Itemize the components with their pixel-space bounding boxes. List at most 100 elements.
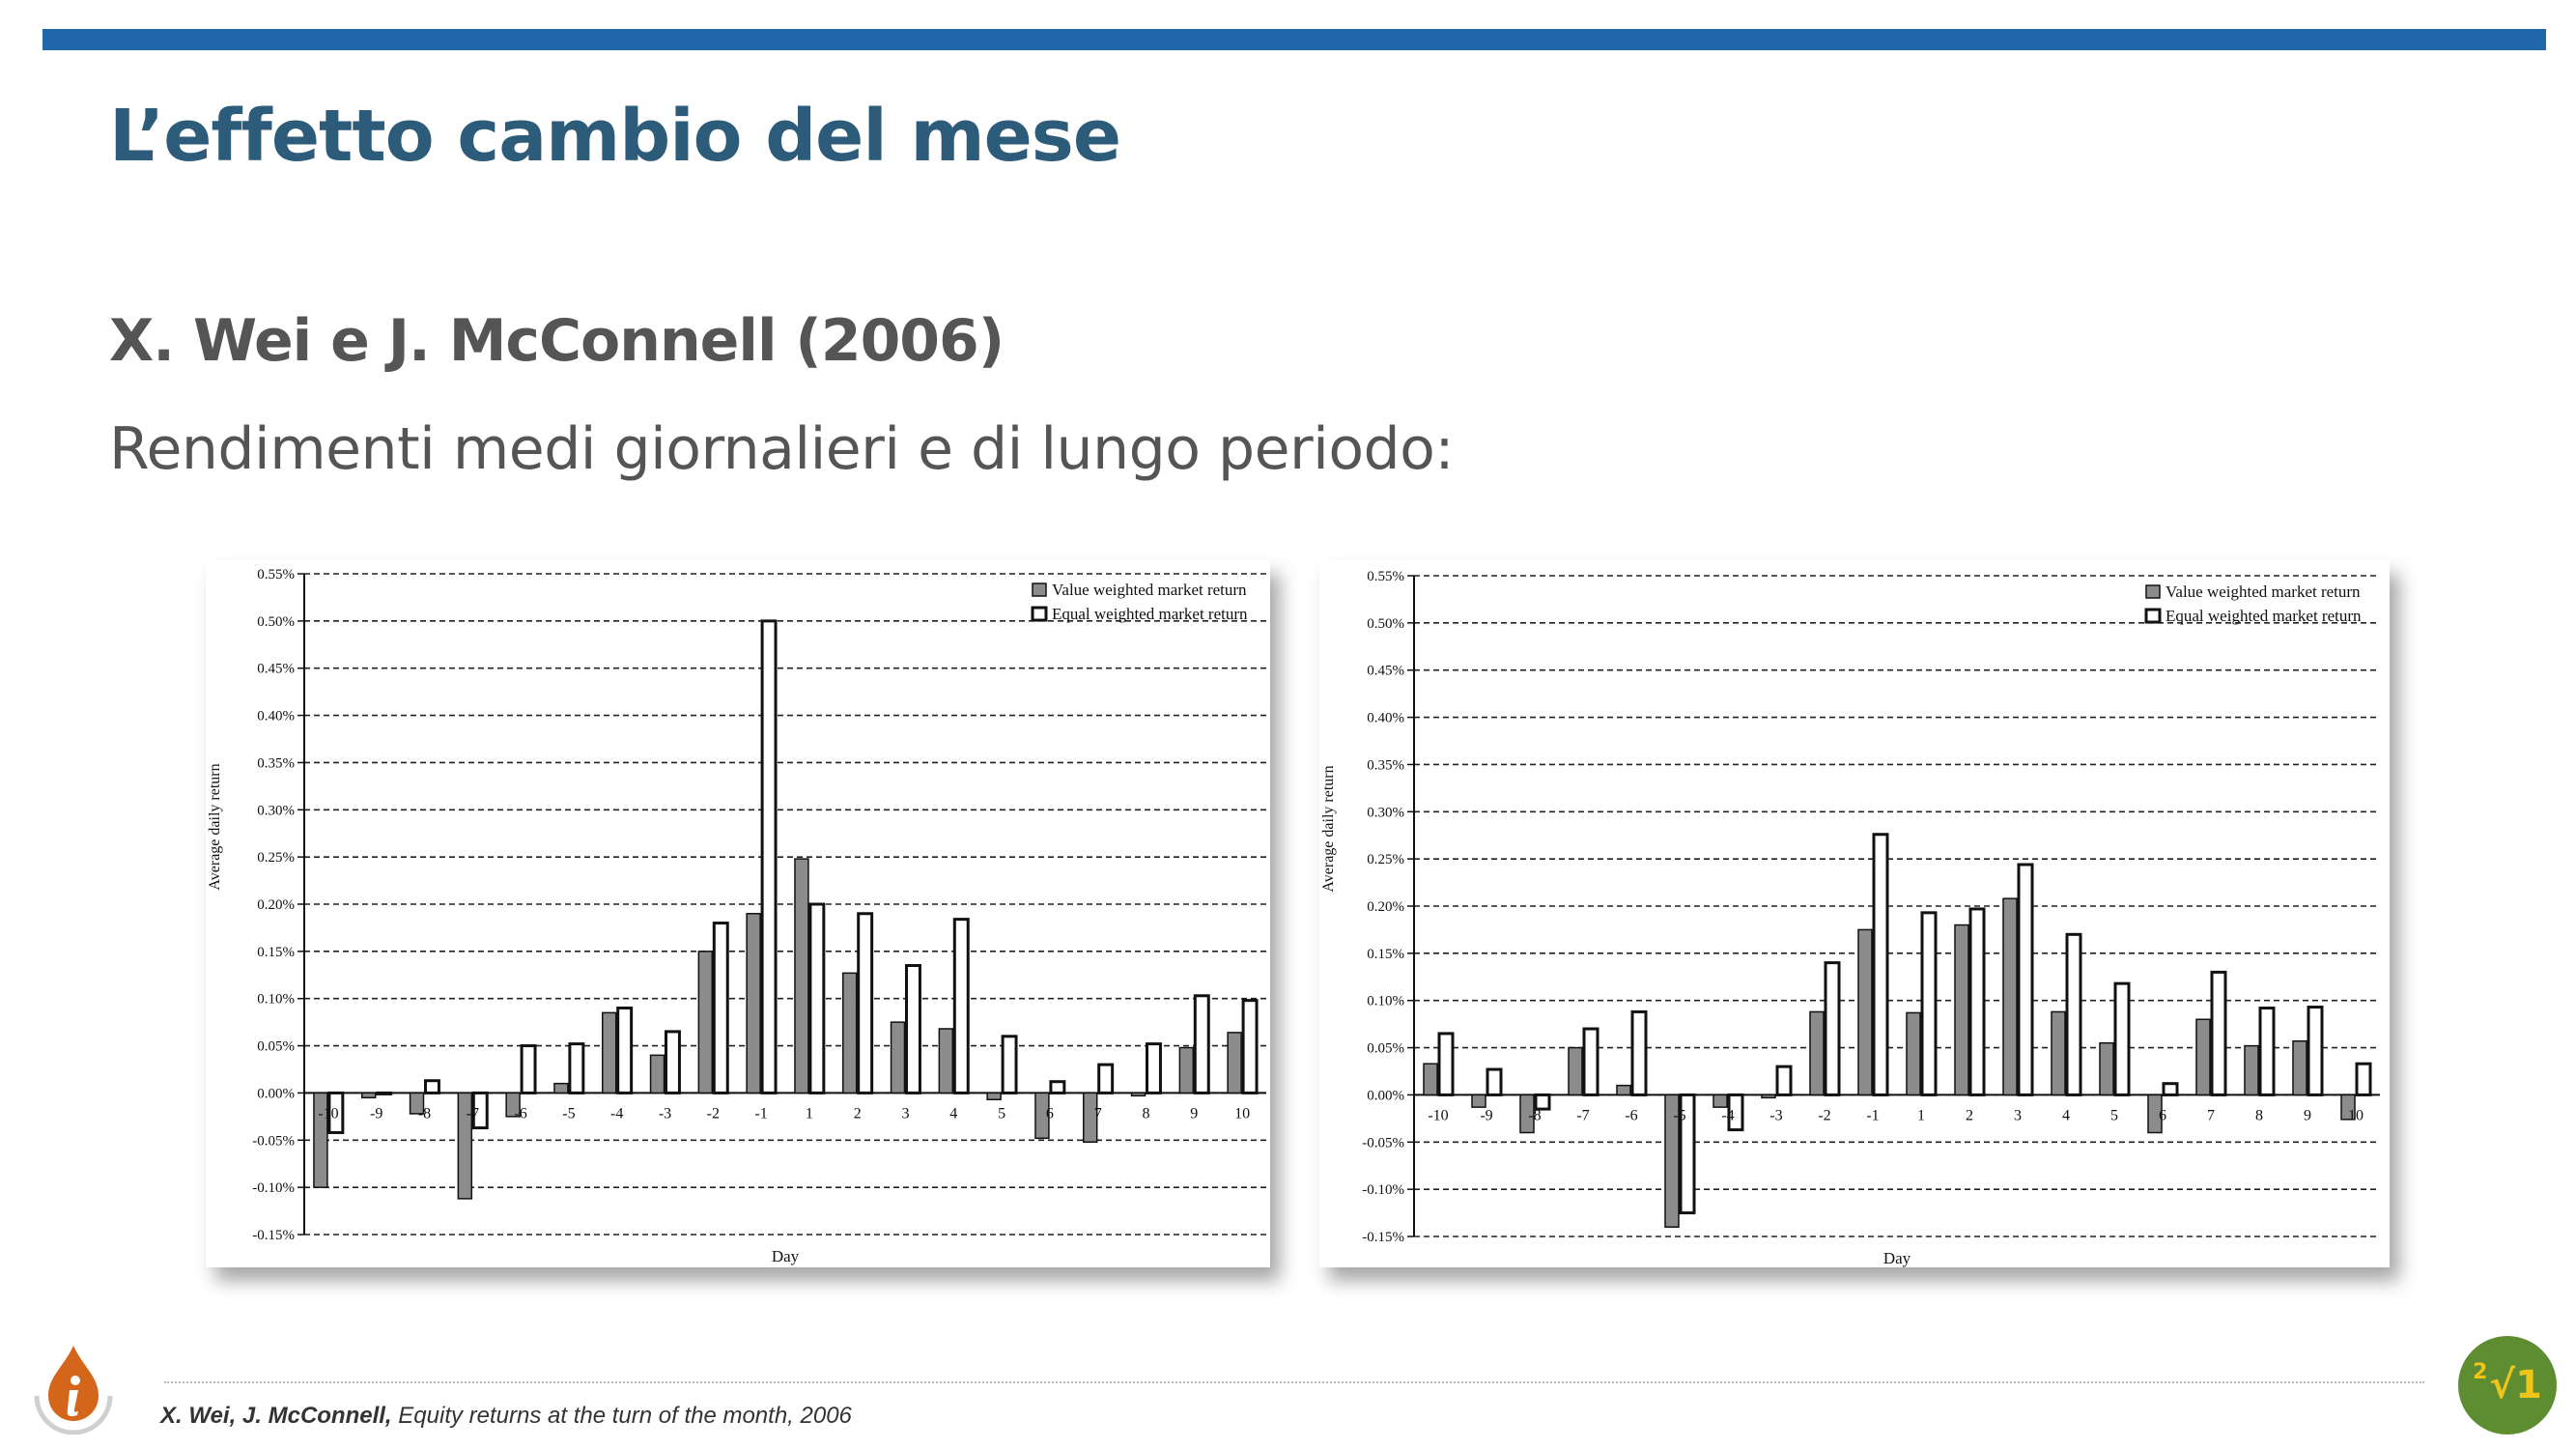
top-accent-bar xyxy=(42,29,2546,50)
legend-label-value: Value weighted market return xyxy=(2166,582,2361,601)
x-tick-label: -4 xyxy=(610,1105,623,1122)
bar-value-weighted xyxy=(1761,1094,1776,1099)
y-tick-label: 0.05% xyxy=(257,1039,295,1055)
bar-equal-weighted xyxy=(1775,1065,1793,1096)
bar-equal-weighted xyxy=(1582,1027,1599,1096)
bar-value-weighted xyxy=(1954,923,1969,1096)
x-tick-label: -8 xyxy=(1528,1107,1541,1123)
x-tick-label: -9 xyxy=(370,1105,382,1122)
bar-equal-weighted xyxy=(327,1091,345,1134)
bar-equal-weighted xyxy=(471,1091,489,1130)
x-tick-label: 9 xyxy=(1190,1105,1198,1122)
y-tick-label: 0.15% xyxy=(257,945,295,960)
y-tick-label: 0.20% xyxy=(257,897,295,913)
bar-equal-weighted xyxy=(1920,911,1938,1096)
bar-chart-left: 0.55% 0.50% 0.45% 0.40% 0.35% 0.30% 0.25% 0.20%… xyxy=(207,567,1266,1265)
bar-equal-weighted xyxy=(905,964,921,1094)
bar-equal-weighted xyxy=(712,922,729,1094)
y-axis-label: Average daily return xyxy=(207,763,223,890)
bar-value-weighted xyxy=(505,1092,521,1118)
bar-value-weighted xyxy=(313,1092,328,1188)
bar-equal-weighted xyxy=(760,619,778,1094)
bar-equal-weighted xyxy=(568,1042,585,1094)
y-tick-label: 0.00% xyxy=(257,1086,295,1101)
bar-value-weighted xyxy=(1664,1094,1680,1228)
x-tick-label: -9 xyxy=(1480,1107,1492,1123)
x-tick-label: 4 xyxy=(2062,1107,2070,1123)
x-tick-label: 8 xyxy=(2255,1107,2263,1123)
x-tick-label: 1 xyxy=(806,1105,813,1122)
bar-equal-weighted xyxy=(1679,1093,1696,1215)
x-tick-label: -5 xyxy=(562,1105,575,1122)
y-tick-label: 0.35% xyxy=(257,755,295,771)
bar-equal-weighted xyxy=(2307,1006,2324,1096)
x-tick-label: 2 xyxy=(854,1105,862,1122)
bar-equal-weighted xyxy=(1872,833,1889,1096)
bar-value-weighted xyxy=(1519,1094,1535,1134)
bar-value-weighted xyxy=(1809,1010,1825,1096)
x-tick-label: 6 xyxy=(1046,1105,1054,1122)
math-logo-exponent: 2 xyxy=(2473,1359,2488,1384)
y-tick-label: 0.15% xyxy=(1367,947,1404,962)
x-tick-label: -4 xyxy=(1721,1107,1734,1123)
bar-value-weighted xyxy=(2099,1041,2114,1096)
bar-equal-weighted xyxy=(808,902,826,1094)
bar-equal-weighted xyxy=(1824,961,1841,1096)
bar-value-weighted xyxy=(938,1028,954,1094)
bar-value-weighted xyxy=(2051,1010,2066,1096)
y-tick-label: 0.25% xyxy=(1367,852,1404,867)
legend-swatch-value xyxy=(2145,584,2161,599)
x-tick-label: 1 xyxy=(1917,1107,1925,1123)
bar-equal-weighted xyxy=(2162,1082,2179,1096)
root-icon: 2 √1 xyxy=(2458,1336,2557,1435)
bar-value-weighted xyxy=(602,1011,617,1094)
x-tick-label: 5 xyxy=(2110,1107,2118,1123)
x-tick-label: 3 xyxy=(902,1105,910,1122)
bar-value-weighted xyxy=(2340,1094,2356,1121)
x-tick-label: 10 xyxy=(1234,1105,1250,1122)
bar-equal-weighted xyxy=(2113,981,2131,1096)
bar-equal-weighted xyxy=(1146,1042,1162,1094)
bar-equal-weighted xyxy=(665,1030,681,1094)
bar-value-weighted xyxy=(697,951,714,1094)
bar-value-weighted xyxy=(746,913,761,1094)
bar-value-weighted xyxy=(794,858,809,1094)
bar-value-weighted xyxy=(409,1092,425,1115)
footer-divider xyxy=(164,1381,2424,1383)
x-tick-label: -1 xyxy=(754,1105,767,1122)
y-tick-label: 0.10% xyxy=(257,992,295,1008)
bar-equal-weighted xyxy=(376,1091,393,1095)
bar-equal-weighted xyxy=(1097,1063,1115,1094)
bar-value-weighted xyxy=(1471,1094,1486,1108)
x-tick-label: 3 xyxy=(2014,1107,2022,1123)
x-tick-label: 7 xyxy=(2207,1107,2215,1123)
x-tick-label: -3 xyxy=(659,1105,671,1122)
y-tick-label: 0.10% xyxy=(1367,994,1404,1009)
y-tick-label: 0.50% xyxy=(257,614,295,630)
x-tick-label: -10 xyxy=(318,1105,338,1122)
bar-equal-weighted xyxy=(2258,1007,2276,1096)
bar-value-weighted xyxy=(1568,1046,1583,1096)
bar-value-weighted xyxy=(842,972,858,1094)
bar-equal-weighted xyxy=(1241,999,1259,1094)
x-tick-label: -8 xyxy=(418,1105,431,1122)
y-tick-label: 0.55% xyxy=(257,567,295,582)
bar-equal-weighted xyxy=(2210,970,2227,1096)
x-axis-label: Day xyxy=(1883,1249,1911,1267)
y-tick-label: 0.45% xyxy=(257,662,295,677)
bar-value-weighted xyxy=(1616,1084,1631,1096)
citation: X. Wei, J. McConnell, Equity returns at … xyxy=(160,1403,852,1430)
bar-equal-weighted xyxy=(1968,907,1986,1096)
y-tick-label: -0.15% xyxy=(1362,1230,1404,1245)
legend-swatch-equal xyxy=(2144,608,2162,624)
bar-equal-weighted xyxy=(857,912,874,1094)
y-tick-label: -0.05% xyxy=(252,1133,295,1149)
x-tick-label: 10 xyxy=(2348,1107,2364,1123)
bar-equal-weighted xyxy=(1437,1032,1455,1096)
y-tick-label: 0.25% xyxy=(257,850,295,866)
x-tick-label: -5 xyxy=(1673,1107,1685,1123)
citation-authors: X. Wei, J. McConnell, xyxy=(160,1403,392,1429)
bar-value-weighted xyxy=(2002,897,2018,1096)
x-tick-label: -10 xyxy=(1428,1107,1448,1123)
y-tick-label: 0.40% xyxy=(257,709,295,724)
